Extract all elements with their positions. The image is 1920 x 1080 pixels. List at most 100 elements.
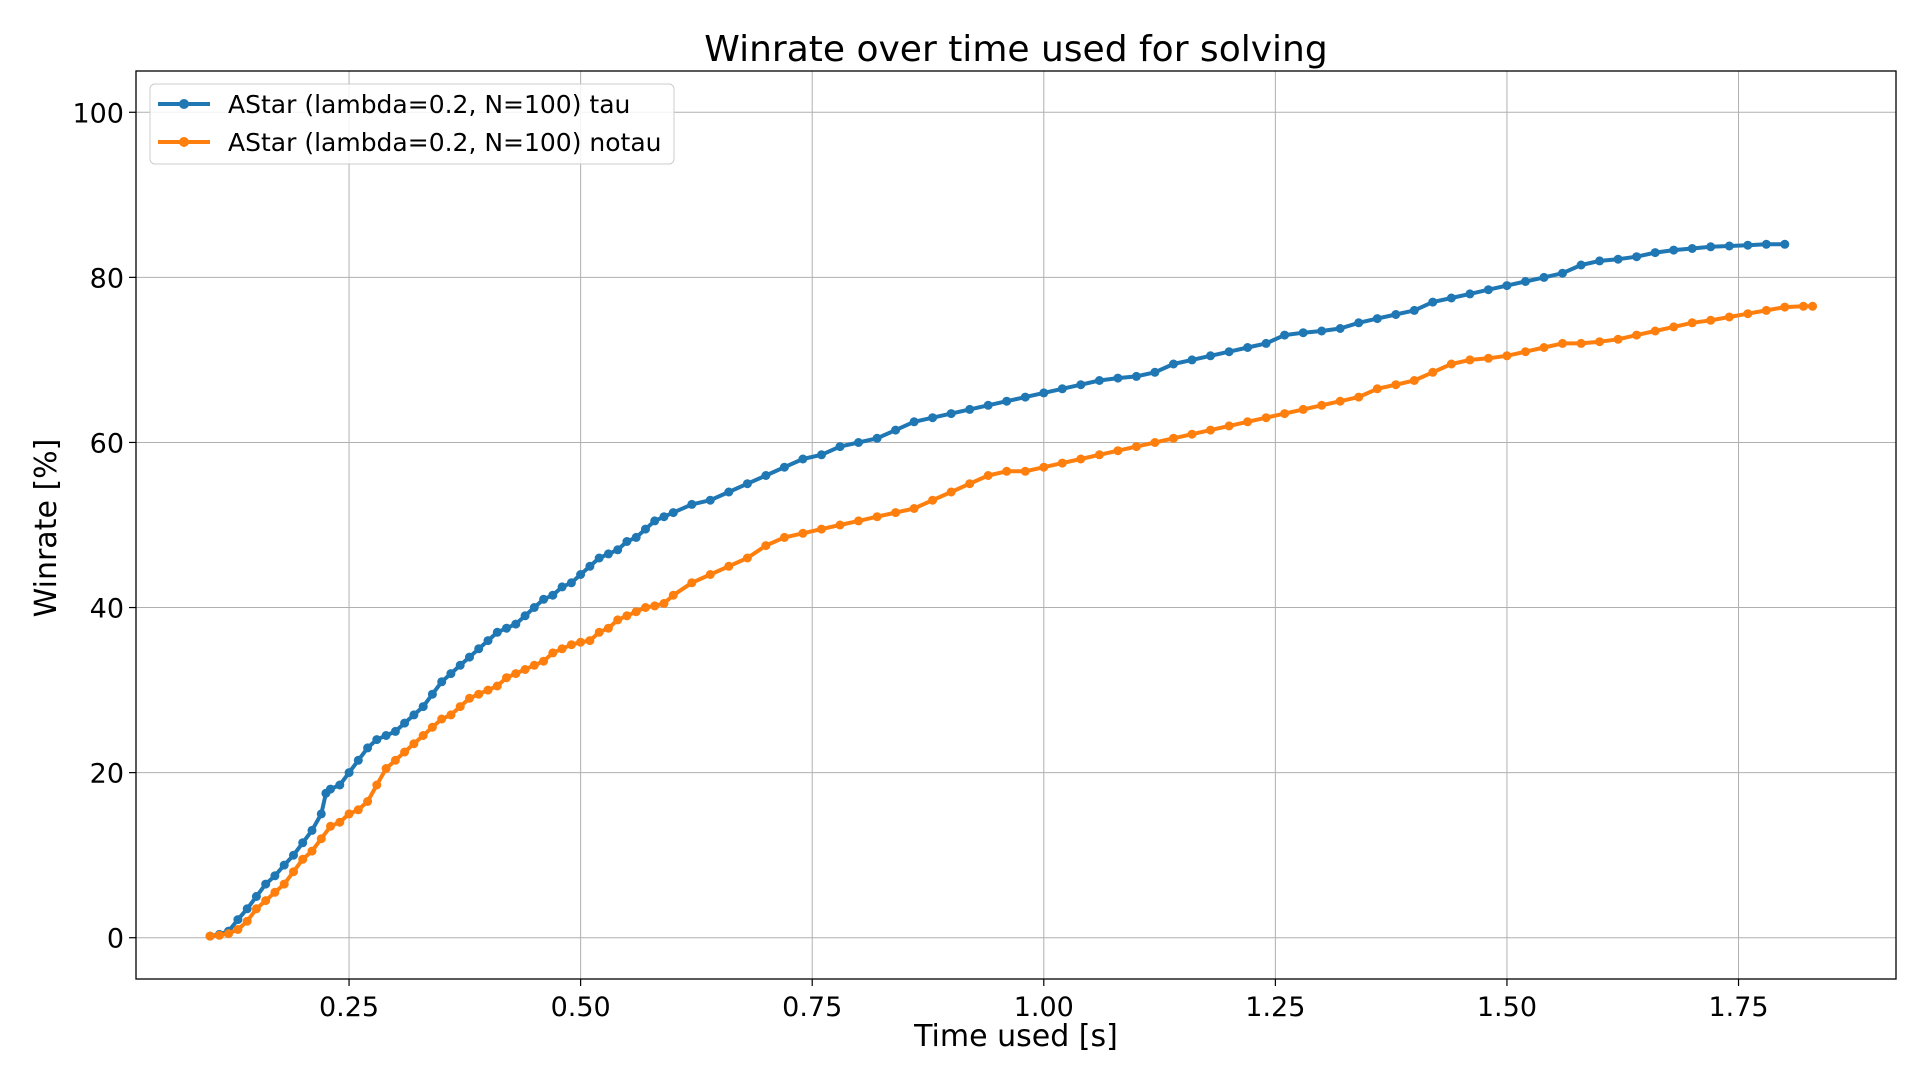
data-point (1224, 347, 1234, 357)
grid (136, 71, 1896, 979)
data-point (316, 834, 326, 844)
data-point (1743, 240, 1753, 250)
data-point (335, 817, 345, 827)
data-point (872, 512, 882, 522)
data-point (1298, 328, 1308, 338)
data-point (1669, 322, 1679, 332)
data-point (1576, 260, 1586, 270)
data-point (1094, 376, 1104, 385)
data-point (687, 499, 697, 509)
data-point (381, 764, 391, 773)
data-point (539, 656, 549, 666)
y-tick-label: 80 (90, 263, 124, 294)
data-point (1317, 326, 1327, 336)
data-point (1632, 252, 1642, 262)
data-point (455, 660, 465, 670)
data-point (372, 735, 382, 745)
data-point (705, 495, 715, 505)
ticks: 0.25 0.50 0.75 1.00 1.25 1.50 1.75 0 20 40 60 80 100 (72, 98, 1768, 1023)
data-point (1650, 326, 1660, 336)
data-point (316, 809, 326, 819)
legend-box (149, 83, 675, 165)
data-point (520, 611, 530, 621)
data-point (1094, 450, 1104, 460)
data-point (1150, 438, 1160, 447)
data-point (270, 871, 280, 881)
data-point (1724, 241, 1734, 251)
data-point (1483, 285, 1493, 295)
data-point (928, 413, 938, 423)
legend-marker (179, 137, 189, 147)
data-point (390, 726, 400, 736)
data-point (779, 462, 789, 472)
data-point (1150, 367, 1160, 377)
data-point (1206, 351, 1215, 361)
data-point (1187, 429, 1197, 439)
data-point (1558, 338, 1567, 348)
data-point (1428, 297, 1438, 307)
data-point (261, 896, 271, 906)
data-point (1039, 462, 1049, 472)
data-point (566, 578, 576, 588)
data-point (1706, 315, 1716, 325)
data-point (446, 710, 456, 720)
data-point (224, 929, 234, 939)
data-point (1391, 380, 1401, 390)
x-tick-label: 0.50 (551, 992, 611, 1023)
x-tick-label: 0.25 (319, 992, 379, 1023)
plot-frame (135, 70, 1897, 980)
data-point (1354, 392, 1364, 402)
data-point (548, 590, 558, 600)
data-point (326, 821, 335, 831)
data-point (983, 400, 993, 410)
data-point (1780, 239, 1790, 249)
data-point (1409, 305, 1419, 315)
data-point (474, 644, 484, 654)
data-point (1595, 256, 1605, 266)
data-point (363, 743, 373, 753)
data-point (613, 615, 623, 625)
data-point (641, 603, 650, 612)
data-point (529, 603, 539, 612)
data-point (492, 681, 502, 691)
data-point (594, 627, 604, 637)
data-point (1521, 347, 1530, 357)
data-point (1335, 396, 1345, 406)
data-point (1650, 248, 1660, 258)
data-point (1261, 413, 1271, 423)
data-point (1632, 330, 1642, 340)
data-point (946, 409, 956, 419)
data-point (1521, 277, 1530, 286)
data-point (576, 570, 586, 579)
data-point (909, 417, 919, 427)
data-point (1724, 312, 1734, 322)
data-point (437, 714, 447, 724)
data-point (1428, 367, 1438, 377)
data-point (455, 702, 465, 712)
data-point (205, 931, 215, 941)
data-point (603, 623, 613, 633)
x-tick-label: 1.75 (1708, 992, 1768, 1023)
data-point (1131, 442, 1141, 452)
data-point (427, 722, 437, 732)
data-point (1669, 245, 1679, 255)
data-point (242, 904, 252, 914)
data-point (659, 598, 669, 608)
data-point (613, 545, 623, 555)
data-point (372, 780, 382, 790)
data-point (492, 627, 502, 637)
data-point (585, 561, 595, 571)
data-point (668, 590, 678, 600)
data-point (1057, 458, 1067, 468)
data-point (511, 669, 521, 679)
data-point (1020, 466, 1030, 476)
data-point (1335, 324, 1345, 333)
data-point (872, 433, 882, 443)
data-point (1131, 371, 1141, 381)
data-point (279, 860, 289, 870)
data-point (1761, 239, 1771, 249)
data-point (529, 660, 539, 670)
y-tick-label: 100 (72, 98, 124, 129)
data-point (761, 541, 771, 551)
data-point (1595, 337, 1605, 347)
